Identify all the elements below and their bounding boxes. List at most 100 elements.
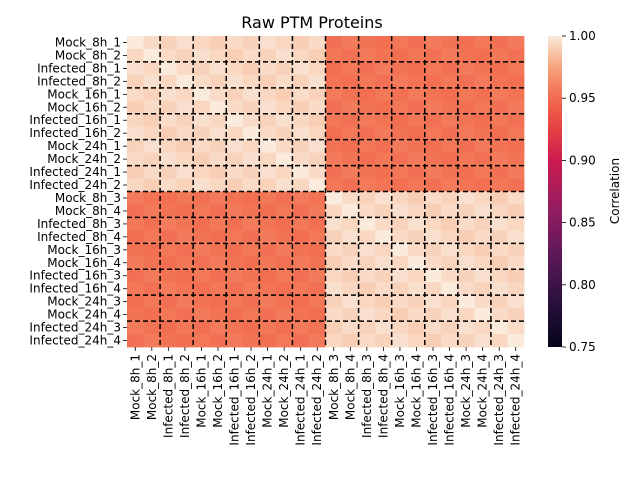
heatmap-cell — [275, 126, 293, 141]
heatmap-cell — [308, 126, 326, 141]
heatmap-cell — [226, 165, 244, 179]
heatmap-cell — [342, 152, 359, 166]
heatmap-cell — [358, 100, 376, 115]
heatmap-cell — [292, 178, 310, 192]
heatmap-cell — [424, 334, 442, 348]
heatmap-cell — [193, 308, 211, 322]
heatmap-cell — [127, 165, 144, 179]
heatmap-cell — [176, 334, 194, 348]
heatmap-cell — [474, 230, 492, 244]
heatmap-cell — [457, 48, 475, 63]
heatmap-cell — [308, 61, 326, 76]
heatmap-cell — [325, 139, 343, 154]
heatmap-cell — [308, 87, 326, 102]
heatmap-cell — [259, 295, 277, 309]
heatmap-cell — [424, 113, 442, 128]
x-tick-label: Mock_24h_2 — [277, 354, 291, 428]
heatmap-cell — [308, 48, 326, 63]
heatmap-cell — [275, 230, 293, 244]
heatmap-cell — [308, 178, 326, 192]
heatmap-cell — [209, 282, 227, 296]
heatmap-cell — [424, 165, 442, 179]
heatmap-cell — [275, 308, 293, 322]
heatmap-cell — [160, 256, 178, 270]
y-tick-label: Infected_16h_2 — [29, 126, 121, 140]
heatmap-cell — [176, 61, 194, 76]
heatmap-cell — [176, 321, 194, 335]
heatmap-cell — [375, 178, 393, 192]
heatmap-cell — [325, 113, 343, 128]
heatmap-cell — [342, 334, 359, 348]
heatmap-cell — [143, 113, 161, 128]
heatmap-cell — [375, 282, 393, 296]
y-tick-label: Mock_16h_3 — [47, 243, 121, 257]
colorbar-ticks: 0.75 0.80 0.85 0.90 0.95 1.00 — [562, 29, 596, 354]
heatmap-cell — [457, 269, 475, 283]
heatmap-cell — [143, 230, 161, 244]
heatmap-cell — [193, 139, 211, 154]
heatmap-cell — [176, 295, 194, 309]
heatmap-cell — [325, 282, 343, 296]
heatmap-cells — [127, 36, 525, 348]
y-tick-label: Infected_8h_4 — [37, 230, 121, 244]
heatmap-cell — [259, 204, 277, 218]
heatmap-cell — [375, 165, 393, 179]
heatmap-cell — [127, 243, 144, 257]
heatmap-cell — [193, 100, 211, 115]
heatmap-cell — [292, 282, 310, 296]
heatmap-cell — [507, 295, 525, 309]
heatmap-cell — [391, 113, 409, 128]
heatmap-cell — [226, 100, 244, 115]
heatmap-cell — [308, 321, 326, 335]
heatmap-cell — [209, 139, 227, 154]
heatmap-cell — [358, 152, 376, 166]
heatmap-cell — [193, 217, 211, 231]
heatmap-cell — [275, 152, 293, 166]
heatmap-cell — [391, 178, 409, 192]
heatmap-cell — [160, 282, 178, 296]
heatmap-cell — [490, 152, 508, 166]
heatmap-cell — [226, 74, 244, 89]
heatmap-cell — [375, 61, 393, 76]
heatmap-cell — [259, 100, 277, 115]
heatmap-cell — [127, 321, 144, 335]
y-tick-label: Mock_24h_3 — [47, 295, 121, 309]
heatmap-cell — [490, 295, 508, 309]
heatmap-cell — [424, 295, 442, 309]
heatmap-cell — [193, 113, 211, 128]
heatmap-cell — [441, 308, 459, 322]
heatmap-cell — [474, 243, 492, 257]
x-tick-label: Infected_24h_1 — [294, 354, 308, 446]
heatmap-cell — [209, 204, 227, 218]
heatmap-cell — [375, 113, 393, 128]
heatmap-cell — [127, 282, 144, 296]
heatmap-cell — [143, 48, 161, 63]
heatmap-cell — [358, 48, 376, 63]
heatmap-cell — [226, 308, 244, 322]
heatmap-cell — [325, 152, 343, 166]
heatmap-cell — [226, 48, 244, 63]
heatmap-cell — [408, 87, 426, 102]
heatmap-cell — [242, 36, 260, 50]
heatmap-cell — [160, 113, 178, 128]
heatmap-cell — [226, 139, 244, 154]
heatmap-cell — [457, 178, 475, 192]
heatmap-cell — [176, 126, 194, 141]
heatmap-cell — [375, 191, 393, 205]
y-tick-label: Infected_24h_1 — [29, 165, 121, 179]
heatmap-cell — [160, 217, 178, 231]
heatmap-cell — [193, 269, 211, 283]
heatmap-cell — [441, 48, 459, 63]
heatmap-cell — [507, 243, 525, 257]
heatmap-cell — [226, 178, 244, 192]
heatmap-cell — [375, 230, 393, 244]
heatmap-cell — [242, 113, 260, 128]
heatmap-cell — [391, 139, 409, 154]
heatmap-cell — [424, 152, 442, 166]
heatmap-cell — [441, 217, 459, 231]
heatmap-cell — [160, 243, 178, 257]
heatmap-cell — [127, 139, 144, 154]
heatmap-cell — [226, 152, 244, 166]
heatmap-cell — [143, 126, 161, 141]
heatmap-cell — [226, 269, 244, 283]
